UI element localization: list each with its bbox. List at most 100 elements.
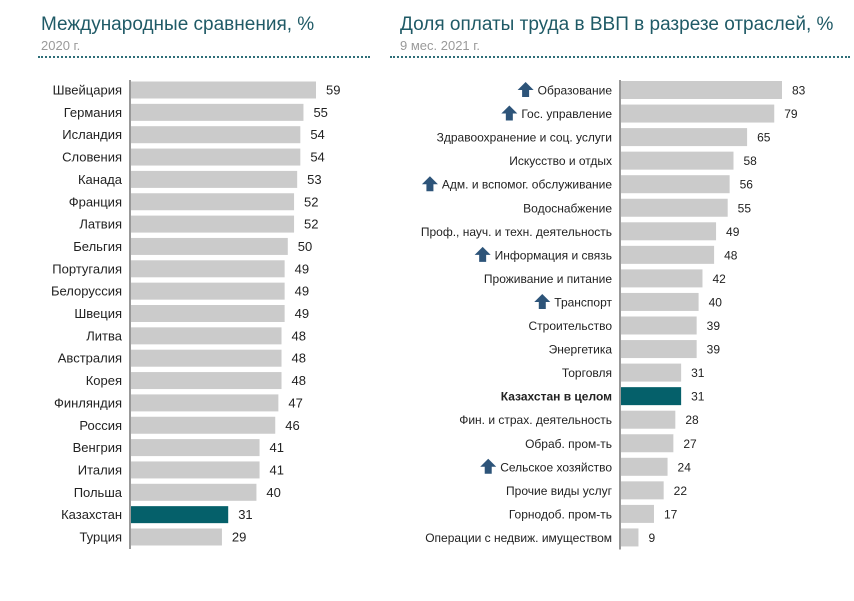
country-category-label: Исландия [62,127,122,142]
country-bar [131,506,229,524]
country-bar [131,103,304,121]
industry-bar [621,151,734,170]
left-chart-subtitle: 2020 г. [41,38,81,53]
industry-category-label: Энергетика [549,343,613,357]
country-category-label: Португалия [52,261,122,276]
industry-category-label: Водоснабжение [523,201,612,215]
country-category-label: Канада [78,172,123,187]
country-bar [131,260,285,278]
industry-bar [621,340,697,359]
country-category-label: Финляндия [54,395,122,410]
industry-category-label: Проживание и питание [484,272,612,286]
right-title-divider [390,56,850,58]
industry-bar [621,292,699,311]
country-category-label: Венгрия [73,440,122,455]
industry-bar [621,175,730,194]
industry-value-label: 9 [648,531,655,545]
country-value-label: 54 [310,127,324,142]
industry-value-label: 31 [691,366,705,380]
country-bar [131,170,298,188]
industry-up-arrow-icon [474,246,491,262]
industry-value-label: 55 [738,201,752,215]
industry-bar [621,410,676,429]
industry-up-arrow-icon [534,293,551,309]
industry-value-label: 65 [757,131,771,145]
country-bar [131,148,301,166]
industry-value-label: 40 [709,295,723,309]
industry-up-arrow-icon [421,176,438,192]
industry-category-label: Транспорт [554,295,612,309]
industry-value-label: 17 [664,507,678,521]
industry-value-label: 39 [707,319,721,333]
industry-category-label: Здравоохранение и соц. услуги [437,131,612,145]
country-category-label: Россия [79,418,122,433]
left-title-divider [38,56,370,58]
right-panel: Доля оплаты труда в ВВП в разрезе отрасл… [388,0,854,601]
country-category-label: Германия [64,105,122,120]
industry-category-label: Искусство и отдых [509,154,612,168]
country-value-label: 53 [307,172,321,187]
country-bar [131,305,285,322]
industry-value-label: 31 [691,390,705,404]
country-category-label: Казахстан [61,507,122,522]
industry-bar [621,104,775,123]
industry-category-label: Прочие виды услуг [506,484,613,498]
country-value-label: 48 [292,373,306,388]
industry-up-arrow-icon [480,458,497,474]
industry-category-label: Проф., науч. и техн. деятельность [421,225,612,239]
country-bar [131,81,316,99]
industry-category-label: Образование [538,84,613,98]
country-value-label: 49 [295,284,309,299]
industry-bar [621,81,782,99]
country-value-label: 49 [295,306,309,321]
left-chart-title: Международные сравнения, % [41,14,315,35]
country-value-label: 49 [295,261,309,276]
industry-category-label: Казахстан в целом [501,390,612,404]
country-value-label: 48 [292,328,306,343]
right-chart-subtitle: 9 мес. 2021 г. [400,38,481,53]
industry-bar [621,316,697,335]
industry-share-chart: Образование 83 Гос. управление 79 Здравоохра… [421,80,806,550]
industry-value-label: 24 [678,460,692,474]
country-bar [131,461,260,479]
country-value-label: 47 [288,395,302,410]
industry-category-label: Гос. управление [521,107,612,121]
industry-up-arrow-icon [501,105,518,121]
country-value-label: 48 [292,351,306,366]
country-category-label: Швеция [74,306,122,321]
industry-bar [621,434,674,453]
country-category-label: Белоруссия [51,284,122,299]
country-bar [131,349,282,367]
right-chart-title: Доля оплаты труда в ВВП в разрезе отрасл… [400,14,834,35]
country-bar [131,282,285,300]
country-comparison-chart: Швейцария 59 Германия 55 Исландия 54 Словения 5… [51,80,340,549]
industry-value-label: 79 [784,107,798,121]
industry-value-label: 22 [674,484,688,498]
industry-value-label: 48 [724,248,738,262]
country-category-label: Австралия [58,351,122,366]
country-category-label: Польша [74,485,123,500]
industry-bar [621,198,728,217]
country-value-label: 50 [298,239,312,254]
country-category-label: Швейцария [53,83,122,98]
country-category-label: Литва [86,328,123,343]
country-value-label: 41 [270,462,284,477]
industry-value-label: 83 [792,84,806,98]
industry-category-label: Операции с недвиж. имуществом [425,531,612,545]
industry-category-label: Сельское хозяйство [500,460,612,474]
industry-value-label: 27 [683,437,697,451]
country-value-label: 52 [304,194,318,209]
industry-value-label: 39 [707,343,721,357]
country-value-label: 52 [304,217,318,232]
industry-bar [621,245,715,264]
industry-value-label: 49 [726,225,740,239]
country-value-label: 55 [313,105,327,120]
country-value-label: 29 [232,530,246,545]
industry-value-label: 58 [744,154,758,168]
industry-value-label: 56 [740,178,754,192]
industry-value-label: 28 [685,413,699,427]
industry-category-label: Информация и связь [495,248,612,262]
country-bar [131,416,276,434]
country-bar [131,528,222,546]
country-category-label: Франция [69,194,122,209]
